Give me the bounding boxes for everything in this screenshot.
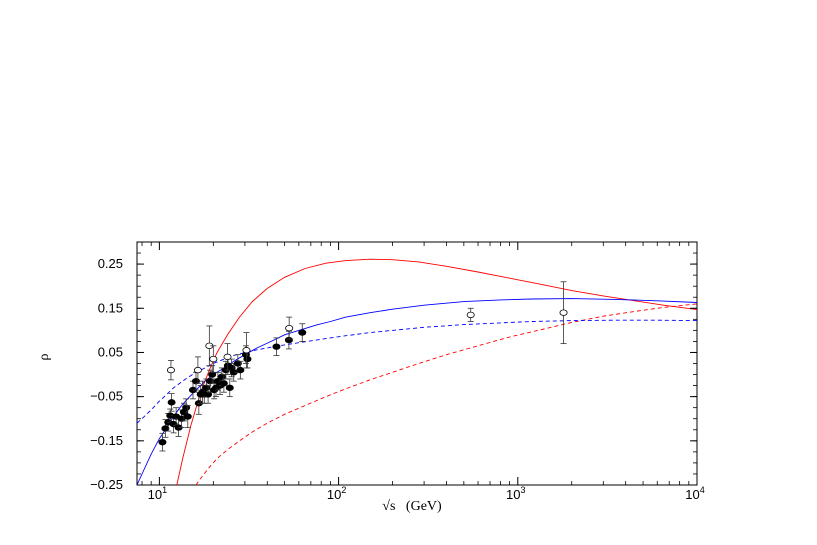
filled-data-point [236,366,245,374]
y-tick-label: −0.05 [90,389,123,404]
y-tick-label: 0.05 [98,344,123,359]
y-tick-label: 0.15 [98,300,123,315]
model-curve-1 [176,258,697,485]
filled-data-point [298,329,307,336]
filled-data-point [158,438,167,446]
filled-data-point [204,391,213,398]
open-data-point [193,366,202,374]
filled-data-point [208,371,217,378]
y-axis-label: ρ [37,354,52,361]
filled-data-point [167,399,176,406]
x-tick-label: 104 [685,485,704,502]
model-curve-3 [137,298,697,485]
model-curve-2 [195,303,697,485]
open-data-point [223,353,232,361]
open-data-point [166,366,175,374]
x-tick-label: 103 [506,485,525,502]
filled-data-point [225,384,234,391]
x-axis-label: √s (GeV) [382,499,442,514]
plot-frame [136,241,698,486]
y-tick-label: −0.15 [90,433,123,448]
x-tick-label: 101 [148,485,167,502]
data-points [158,281,568,452]
x-tick-label: 102 [327,485,346,502]
open-data-point [285,324,294,332]
y-tick-label: −0.25 [90,477,123,492]
open-data-point [242,347,251,354]
filled-data-point [272,343,281,350]
axes: 0.25 0.15 0.05 −0.05 −0.15 −0.25 101 102 103 104 [90,241,705,502]
open-data-point [559,309,568,316]
y-tick-label: 0.25 [98,256,123,271]
filled-data-point [243,355,252,363]
model-curves [137,258,697,485]
open-data-point [466,311,475,319]
filled-data-point [233,360,242,367]
filled-data-point [219,380,228,387]
open-data-point [209,355,218,363]
model-curve-4 [137,319,697,424]
filled-data-point [183,413,192,420]
